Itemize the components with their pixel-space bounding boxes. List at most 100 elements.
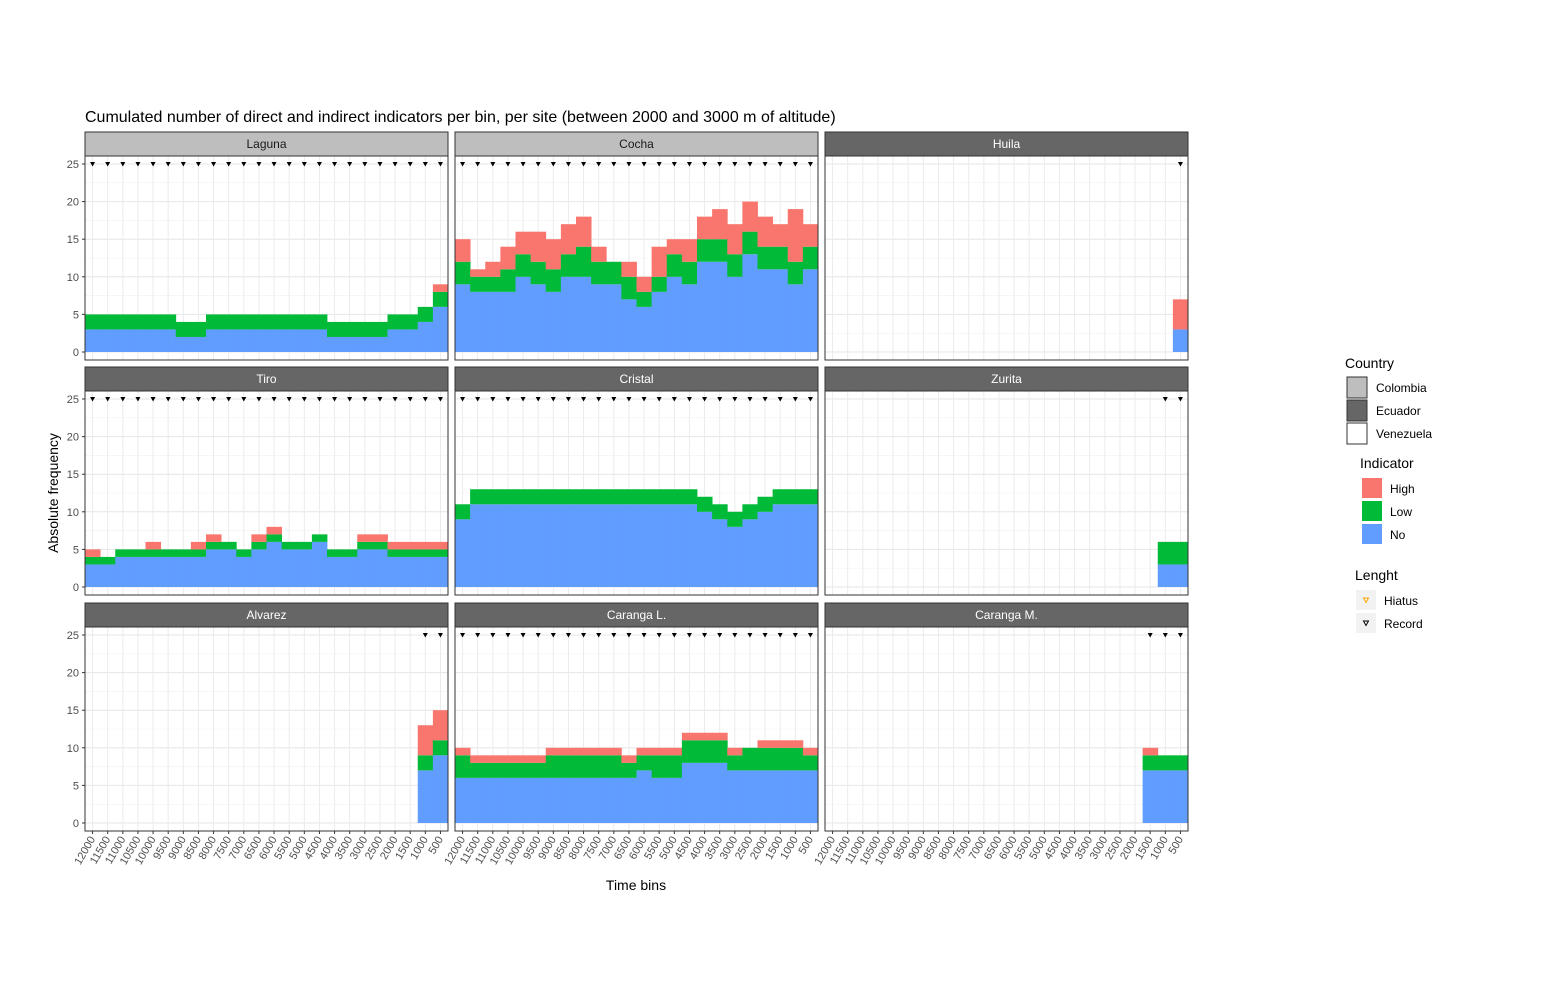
legend-label: Colombia — [1376, 381, 1427, 395]
record-marker — [211, 397, 217, 402]
bars — [85, 284, 449, 352]
bar-low — [145, 549, 162, 557]
bar-low — [236, 314, 252, 330]
bar-low — [417, 306, 434, 322]
legend-label: Hiatus — [1384, 594, 1418, 608]
bar-no — [417, 770, 434, 823]
bar-high — [455, 747, 471, 756]
bars — [1142, 747, 1189, 823]
bar-high — [621, 261, 637, 277]
record-marker — [490, 633, 496, 638]
bar-no — [515, 777, 532, 823]
legend-key-bg — [1356, 613, 1376, 633]
bar-low — [251, 541, 267, 550]
bar-no — [757, 511, 774, 587]
bar-no — [666, 276, 683, 352]
bar-low — [727, 511, 743, 527]
bar-no — [757, 269, 774, 352]
record-marker — [807, 633, 813, 638]
bar-no — [372, 336, 388, 352]
bar-high — [470, 269, 486, 277]
bar-high — [545, 239, 562, 270]
bar-low — [417, 755, 434, 771]
bar-low — [530, 762, 547, 778]
bar-no — [802, 504, 819, 587]
record-marker — [717, 162, 723, 167]
bar-low — [636, 489, 653, 505]
bar-no — [221, 549, 237, 587]
bar-low — [221, 314, 237, 330]
bar-no — [757, 770, 774, 823]
y-axis-label: Absolute frequency — [45, 433, 61, 553]
bar-no — [651, 504, 668, 587]
record-marker — [180, 162, 186, 167]
bar-low — [206, 314, 222, 330]
bar-no — [266, 541, 283, 587]
bar-high — [515, 231, 532, 255]
record-marker — [807, 397, 813, 402]
record-marker — [641, 162, 647, 167]
bar-high — [712, 209, 728, 240]
bar-low — [606, 755, 622, 778]
bar-no — [1172, 770, 1189, 823]
bar-low — [1142, 755, 1159, 771]
record-marker — [581, 162, 587, 167]
facet-huila: Huila — [824, 131, 1189, 361]
bar-low — [515, 489, 532, 505]
record-markers — [90, 397, 443, 402]
bar-high — [772, 740, 789, 748]
bar-low — [560, 254, 577, 277]
bar-high — [417, 541, 434, 550]
legend-label: Low — [1390, 505, 1412, 519]
record-marker — [747, 162, 753, 167]
record-marker — [1162, 397, 1168, 402]
y-tick-label: 15 — [67, 469, 79, 481]
record-marker — [777, 397, 783, 402]
bar-no — [221, 329, 237, 352]
bar-high — [1172, 299, 1189, 330]
record-marker — [732, 397, 738, 402]
record-marker — [792, 633, 798, 638]
bar-no — [727, 276, 743, 352]
bar-low — [606, 261, 622, 285]
facet-strip — [454, 366, 819, 392]
y-tick-label: 0 — [73, 582, 79, 594]
bar-low — [697, 496, 713, 512]
bar-no — [576, 777, 592, 823]
facet-strip-label: Tiro — [256, 372, 277, 386]
bar-no — [560, 777, 577, 823]
panel-border — [454, 390, 819, 596]
bar-low — [545, 489, 562, 505]
record-marker — [702, 397, 708, 402]
legend-title: Indicator — [1360, 455, 1414, 471]
bar-no — [402, 329, 419, 352]
bar-low — [621, 276, 637, 300]
bar-low — [470, 762, 486, 778]
bar-no — [1142, 770, 1159, 823]
bar-high — [742, 201, 758, 232]
bar-low — [296, 314, 313, 330]
bar-no — [432, 556, 449, 587]
record-marker — [256, 162, 262, 167]
bar-no — [500, 504, 516, 587]
bar-high — [190, 541, 207, 550]
facet-strip-label: Zurita — [991, 372, 1022, 386]
bar-low — [432, 291, 449, 307]
bar-no — [500, 777, 516, 823]
bar-high — [455, 239, 471, 262]
record-marker — [656, 397, 662, 402]
bar-no — [327, 336, 343, 352]
record-marker — [332, 397, 338, 402]
bar-no — [742, 254, 758, 352]
bar-no — [251, 329, 267, 352]
bar-low — [485, 276, 501, 292]
bar-no — [190, 556, 207, 587]
bar-low — [727, 254, 743, 277]
bar-low — [500, 762, 516, 778]
legend-key-bg — [1356, 590, 1376, 610]
record-marker — [347, 397, 353, 402]
legend-key — [1346, 399, 1368, 422]
legends: Country Colombia Ecuador Venezuela Indicator… — [1345, 355, 1432, 633]
bar-no — [100, 564, 116, 587]
y-tick-label: 15 — [67, 705, 79, 717]
